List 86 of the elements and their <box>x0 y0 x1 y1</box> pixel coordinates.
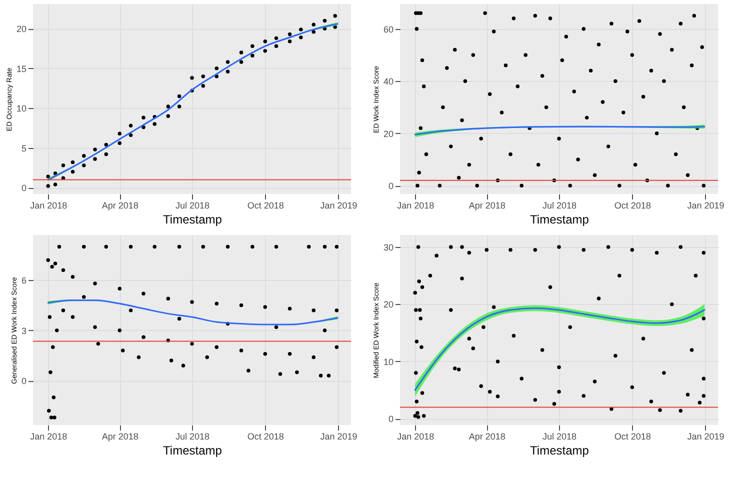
point <box>166 104 170 108</box>
point <box>177 104 182 108</box>
point <box>201 84 205 88</box>
point <box>61 164 66 168</box>
x-tick-label: Apr 2018 <box>468 200 506 210</box>
x-axis-title: Timestamp <box>530 212 590 226</box>
x-tick-label: Jan 2019 <box>687 200 724 210</box>
point <box>263 49 268 53</box>
point <box>288 39 292 44</box>
point <box>152 122 157 126</box>
point <box>299 36 303 40</box>
point <box>214 66 219 70</box>
point <box>190 76 194 80</box>
point <box>70 170 75 174</box>
y-tick-label: 0 <box>388 181 394 192</box>
point <box>82 154 86 158</box>
x-tick-label: Jan 2018 <box>397 432 434 442</box>
x-tick-label: Apr 2018 <box>468 432 506 442</box>
point <box>312 30 316 34</box>
y-tick-label: 0 <box>21 376 26 386</box>
x-tick-label: Oct 2018 <box>614 200 651 210</box>
point <box>104 142 108 147</box>
point <box>201 74 205 78</box>
x-tick-label: Oct 2018 <box>614 432 651 442</box>
point <box>142 116 146 120</box>
point <box>322 18 327 23</box>
point <box>299 28 303 32</box>
point <box>226 70 230 74</box>
x-tick-label: Jul 2018 <box>175 432 210 442</box>
x-tick-label: Jan 2018 <box>397 200 434 210</box>
y-tick-label: 20 <box>383 128 394 139</box>
x-tick-label: Jan 2019 <box>320 200 358 210</box>
y-tick-label: 60 <box>383 24 394 34</box>
x-tick-label: Jul 2018 <box>542 200 577 210</box>
point <box>93 148 97 152</box>
y-tick-label: 3 <box>21 326 26 336</box>
x-tick-label: Jul 2018 <box>542 432 577 442</box>
y-tick-label: 10 <box>16 104 26 114</box>
x-tick-label: Oct 2018 <box>247 200 284 210</box>
point <box>312 22 316 27</box>
point <box>250 44 254 48</box>
x-axis-title: Timestamp <box>530 444 590 458</box>
y-tick-label: 0 <box>21 183 26 194</box>
y-tick-label: 6 <box>21 276 26 286</box>
point <box>177 94 182 98</box>
point <box>46 184 50 188</box>
point <box>274 36 278 40</box>
point <box>239 50 244 54</box>
x-tick-label: Jan 2019 <box>687 432 724 442</box>
point <box>288 32 292 36</box>
x-axis-title: Timestamp <box>163 444 222 458</box>
x-tick-label: Jan 2018 <box>30 432 68 442</box>
point <box>250 54 254 58</box>
point <box>104 152 108 156</box>
y-tick-label: 10 <box>383 356 394 367</box>
point <box>128 124 133 128</box>
point <box>128 133 133 138</box>
point <box>239 60 244 64</box>
x-tick-label: Jul 2018 <box>175 200 210 210</box>
y-tick-label: 40 <box>383 76 394 87</box>
x-tick-label: Oct 2018 <box>247 432 284 442</box>
y-tick-label: 20 <box>383 300 394 310</box>
point <box>274 44 278 48</box>
point <box>53 182 58 186</box>
y-tick-label: 0 <box>388 414 394 424</box>
y-tick-label: 20 <box>16 24 26 34</box>
point <box>118 141 122 145</box>
y-tick-label: 5 <box>21 143 26 154</box>
x-tick-label: Apr 2018 <box>102 432 138 442</box>
point <box>263 39 268 44</box>
x-tick-label: Jan 2018 <box>30 200 68 210</box>
y-tick-label: 30 <box>383 242 394 253</box>
point <box>333 14 337 18</box>
point <box>166 114 170 118</box>
x-tick-label: Apr 2018 <box>102 200 138 210</box>
point <box>82 164 86 168</box>
x-tick-label: Jan 2019 <box>320 432 358 442</box>
y-tick-label: 15 <box>16 64 26 74</box>
point <box>226 60 230 64</box>
point <box>53 171 58 176</box>
point <box>142 125 146 130</box>
point <box>93 157 97 161</box>
point <box>118 132 122 136</box>
point <box>70 160 75 164</box>
point <box>46 174 50 178</box>
x-axis-title: Timestamp <box>163 212 222 226</box>
